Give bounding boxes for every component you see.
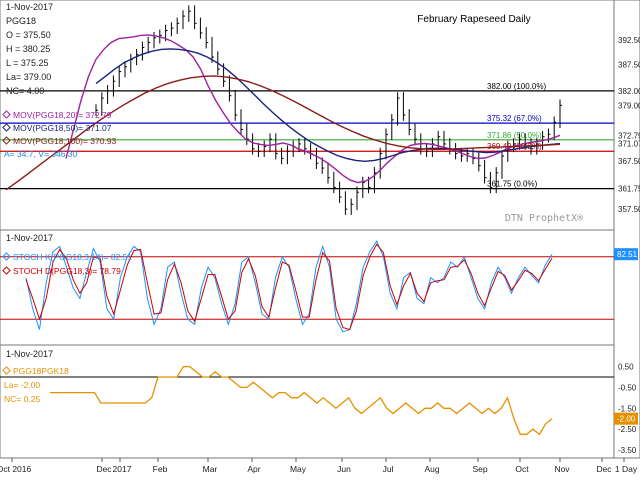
ohlc-labels: PGG18 O = 375.50 H = 380.25 L = 375.25 La= 3… [6,16,51,96]
stochastic-legend: STOCH K(PGG18,3,14)= 82.51 STOCH D(PGG18,… [2,252,132,276]
x-axis-label: Feb [153,464,168,474]
ohlc-label: PGG18 [6,16,36,26]
price-axis-tick: 372.79 [618,131,640,140]
stochastic-line [25,243,553,331]
spread-last-value-badge [614,412,638,425]
price-date-label: 1-Nov-2017 [6,2,53,12]
x-axis-label: Mar [203,464,218,474]
stochastic-legend-label: STOCH K(PGG18,3,14)= 82.51 [13,252,132,262]
stochastic-date-label: 1-Nov-2017 [6,233,53,243]
watermark: DTN ProphetX® [505,213,584,224]
spread-layer: -2.00 [0,365,638,436]
x-axis-label: Apr [247,464,260,474]
x-axis-label: Sep [472,464,487,474]
indicator-labels: MOV(PGG18,20)= 372.79 MOV(PGG18,50)= 371.… [2,110,117,159]
stochastic-legend-marker [2,266,11,275]
moving-average-line [5,75,561,191]
ohlc-label: La= 379.00 [6,72,51,82]
spread-axis-tick: -1.50 [618,404,637,413]
price-axis-tick: 361.75 [618,185,640,194]
fib-level-label: 371.86 (50.0%) [487,131,542,140]
fib-level-label: 361.75 (0.0%) [487,180,538,189]
stochastic-line [25,240,553,333]
x-axis-label: Oct 2016 [0,464,32,474]
x-axis-label: Dec [596,464,612,474]
price-layer: 382.00 (100.0%) 375.32 (67.0%) 371.86 (50.… [0,5,614,215]
ohlc-label: L = 375.25 [6,58,48,68]
chart-title: February Rapeseed Daily [417,14,530,25]
price-panel [0,0,615,231]
spread-line [50,365,553,436]
x-axis: Oct 2016 Dec 2017 Feb Mar Apr May Jun Jul Aug Sep O… [0,457,640,474]
indicator-label: MOV(PGG18,100)= 370.93 [13,136,117,146]
indicator-marker [2,110,11,119]
stochastic-last-value-badge [614,248,638,261]
spread-legend-label: NC= 0.25 [4,394,40,404]
x-axis-label: Jun [337,464,351,474]
fib-level-label: 382.00 (100.0%) [487,82,546,91]
x-axis-label: Nov [554,464,570,474]
price-axis-tick: 367.50 [618,157,640,166]
price-axis: 392.50 387.50 382.00 379.00 372.79371.07 367.… [618,36,640,214]
indicator-marker [2,136,11,145]
fib-level-label: 375.32 (67.0%) [487,114,542,123]
price-axis-tick: 379.00 [618,101,640,110]
spread-date-label: 1-Nov-2017 [6,349,53,359]
moving-average-line [65,34,561,184]
spread-axis-tick: -2.50 [618,425,637,434]
spread-legend-label: La= -2.00 [4,380,40,390]
stochastic-legend-label: STOCH D(PGG18,3)= 78.79 [13,266,121,276]
indicator-marker [2,123,11,132]
spread-axis: 0.50 -0.50 -1.50 -2.50 -3.50 [618,363,637,455]
indicator-label: MOV(PGG18,20)= 372.79 [13,110,112,120]
price-axis-tick: 387.50 [618,60,640,69]
moving-average-line [95,48,561,163]
price-axis-tick: 371.07 [618,140,640,149]
spread-panel [0,344,615,459]
price-axis-tick: 382.00 [618,87,640,96]
stochastic-panel [0,229,615,346]
x-axis-label: 1 Day [615,464,638,474]
spread-axis-tick: -3.50 [618,446,637,455]
ohlc-label: H = 380.25 [6,44,50,54]
spread-axis-tick: 0.50 [618,363,634,372]
ohlc-label: O = 375.50 [6,30,51,40]
x-axis-label: 2017 [113,464,132,474]
x-axis-label: Aug [424,464,439,474]
stochastic-layer: 82.51 [0,240,638,333]
x-axis-label: Dec [96,464,112,474]
ohlc-label: NC= 4.00 [6,86,44,96]
x-axis-label: Jul [383,464,394,474]
stochastic-legend-marker [2,252,11,261]
spread-last-value: -2.00 [617,415,636,424]
indicator-label: A= 34.7, V= 346.30 [4,149,78,159]
price-axis-tick: 357.50 [618,205,640,214]
x-axis-label: May [290,464,307,474]
x-axis-label: Oct [515,464,529,474]
spread-axis-tick: -0.50 [618,383,637,392]
price-axis-tick: 392.50 [618,36,640,45]
indicator-label: MOV(PGG18,50)= 371.07 [13,123,112,133]
spread-legend-label: PGG18PGK18 [13,366,69,376]
spread-legend-marker [2,366,11,375]
spread-legend: PGG18PGK18 La= -2.00 NC= 0.25 [2,366,69,404]
stochastic-last-value: 82.51 [617,250,638,259]
